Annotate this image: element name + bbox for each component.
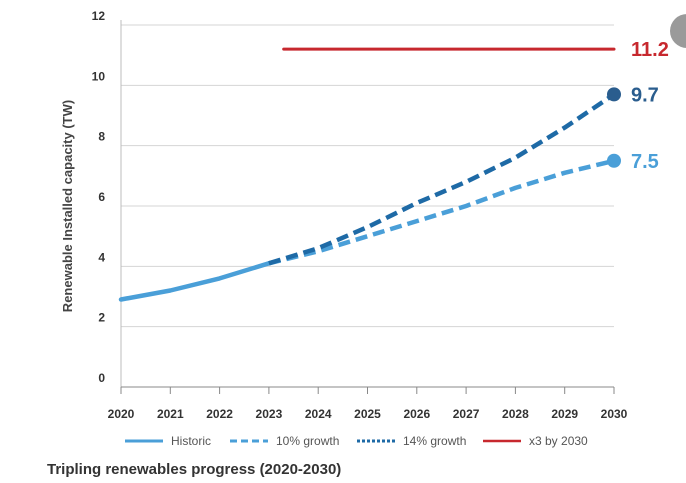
x-tick-label-2030: 2030 [601,407,628,421]
grid-lines [121,24,614,328]
y-tick-label-12: 12 [92,9,106,23]
legend-label-x3-by-2030: x3 by 2030 [529,434,588,448]
x-tick-label-2029: 2029 [551,407,578,421]
x-tick-label-2021: 2021 [157,407,184,421]
y-tick-label-2: 2 [98,311,105,325]
x-tick-label-2020: 2020 [108,407,135,421]
series-lines [118,47,616,302]
y-tick-label-10: 10 [92,69,106,83]
corner-circle-icon[interactable] [670,14,686,48]
y-tick-label-8: 8 [98,130,105,144]
x-tick-label-2023: 2023 [256,407,283,421]
legend-label-10-growth: 10% growth [276,434,339,448]
x-tick-label-2022: 2022 [206,407,233,421]
y-axis-label: Renewable Installed capacity (TW) [60,100,75,312]
end-label-14-growth: 9.7 [631,84,659,106]
x-tick-label-2025: 2025 [354,407,381,421]
series-line-historic [118,261,272,302]
x-tick-label-2024: 2024 [305,407,332,421]
y-tick-label-0: 0 [98,371,105,385]
end-point-10-growth [607,153,621,168]
end-label-10-growth: 7.5 [631,151,659,173]
end-label-x3-by-2030: 11.2 [631,39,669,61]
axes: 0 2 4 6 8 10 12 2020 2021 2022 2023 2024 2025 2026 202… [60,9,628,421]
data-labels: 7.5 9.7 11.2 [607,39,669,173]
series-line-14-growth [268,92,616,266]
legend-label-14-growth: 14% growth [403,434,466,448]
end-point-14-growth [607,87,621,102]
y-tick-label-4: 4 [98,250,105,264]
legend: Historic 10% growth 14% growth x3 by 2030 [125,434,588,448]
x-tick-label-2027: 2027 [453,407,480,421]
x-tick-label-2028: 2028 [502,407,529,421]
chart-caption: Tripling renewables progress (2020-2030) [47,461,342,478]
y-tick-label-6: 6 [98,190,105,204]
legend-label-historic: Historic [171,434,211,448]
x-tick-label-2026: 2026 [403,407,430,421]
series-line-10-growth [268,158,615,266]
